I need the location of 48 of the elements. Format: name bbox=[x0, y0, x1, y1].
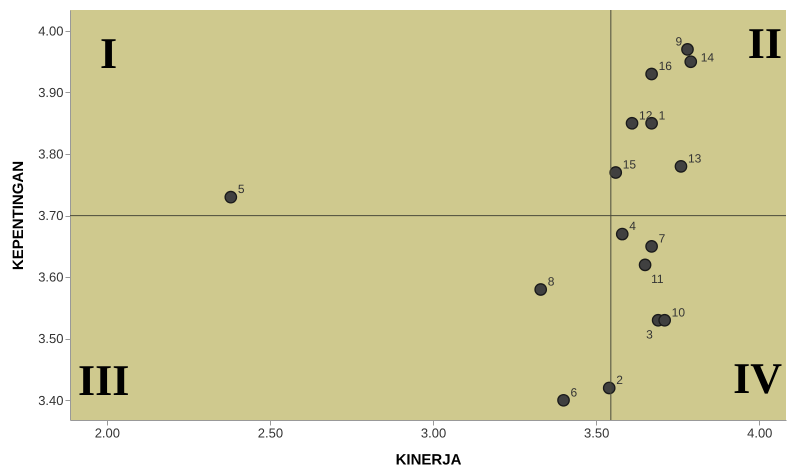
annotation: II bbox=[748, 19, 782, 68]
annotation: 9 bbox=[675, 34, 682, 48]
annotation: 10 bbox=[672, 305, 686, 320]
x-tick-label: 3.50 bbox=[584, 426, 610, 440]
annotation: 8 bbox=[548, 274, 555, 288]
annotation: 11 bbox=[651, 272, 664, 286]
y-tick-label: 3.60 bbox=[38, 270, 64, 285]
y-tick-label: 3.90 bbox=[38, 84, 64, 100]
y-tick-label: 3.50 bbox=[38, 331, 64, 346]
annotation: III bbox=[78, 356, 130, 405]
point bbox=[638, 258, 652, 272]
annotation: 14 bbox=[700, 50, 714, 65]
y-tick-label: 4.00 bbox=[38, 23, 64, 38]
annotation: I bbox=[100, 29, 118, 78]
point bbox=[534, 283, 548, 296]
x-tick-label: 3.00 bbox=[420, 426, 446, 440]
annotation: 6 bbox=[570, 385, 578, 400]
x-axis-title: KINERJA bbox=[396, 452, 462, 468]
point bbox=[658, 314, 672, 327]
annotation: 1 bbox=[658, 108, 666, 122]
annotation: 2 bbox=[616, 372, 624, 387]
annotation: 13 bbox=[688, 151, 702, 166]
annotation: 7 bbox=[658, 231, 666, 246]
point bbox=[626, 116, 638, 130]
point bbox=[684, 55, 698, 68]
annotation: IV bbox=[733, 354, 782, 403]
point bbox=[645, 68, 658, 80]
x-tick-label: 2.00 bbox=[94, 426, 120, 440]
annotation: 3 bbox=[646, 327, 654, 342]
point bbox=[224, 190, 238, 204]
annotation: 15 bbox=[622, 158, 636, 172]
annotation: 5 bbox=[238, 182, 245, 196]
annotation: 16 bbox=[658, 59, 672, 74]
y-tick-label: 3.70 bbox=[38, 208, 64, 224]
y-tick-label: 3.80 bbox=[38, 146, 64, 162]
annotation: 4 bbox=[629, 219, 636, 234]
point bbox=[645, 240, 658, 253]
point bbox=[602, 382, 616, 394]
point bbox=[557, 394, 570, 407]
y-axis-title: KEPENTINGAN bbox=[10, 160, 28, 270]
y-tick-label: 3.40 bbox=[38, 392, 64, 408]
point bbox=[681, 43, 694, 56]
x-tick-label: 2.50 bbox=[258, 426, 284, 440]
point bbox=[609, 166, 622, 179]
x-tick-label: 4.00 bbox=[747, 426, 772, 440]
point bbox=[616, 228, 629, 240]
point bbox=[674, 160, 688, 173]
annotation: 12 bbox=[639, 108, 653, 122]
